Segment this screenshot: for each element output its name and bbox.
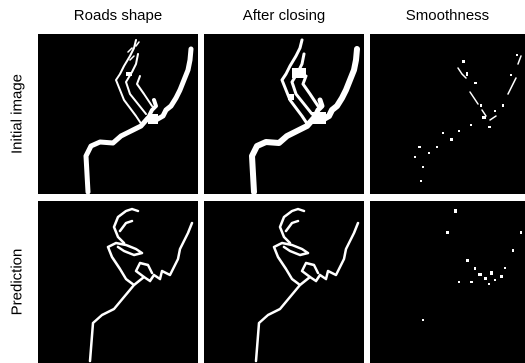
panel-prediction-smoothness bbox=[370, 201, 525, 363]
road-mask-prediction-smoothness bbox=[422, 209, 522, 321]
row-label-prediction: Prediction bbox=[0, 201, 34, 363]
panel-prediction-roads-shape bbox=[38, 201, 198, 363]
column-title-smoothness: Smoothness bbox=[405, 7, 490, 24]
road-mask-initial-smoothness bbox=[414, 54, 522, 182]
road-mask-prediction-roads-shape bbox=[88, 207, 194, 363]
road-mask-initial-roads-shape bbox=[83, 39, 194, 194]
road-mask-prediction-after-closing bbox=[254, 207, 360, 363]
row-label-prediction-text: Prediction bbox=[8, 248, 26, 316]
road-mask-initial-after-closing bbox=[249, 38, 360, 194]
panel-initial-roads-shape bbox=[38, 34, 198, 194]
column-title-after-closing: After closing bbox=[242, 7, 326, 24]
panel-initial-smoothness bbox=[370, 34, 525, 194]
row-label-initial-image: Initial image bbox=[0, 34, 34, 194]
row-label-initial-image-text: Initial image bbox=[8, 73, 26, 155]
panel-initial-after-closing bbox=[204, 34, 364, 194]
column-title-roads-shape: Roads shape bbox=[73, 7, 163, 24]
panel-prediction-after-closing bbox=[204, 201, 364, 363]
